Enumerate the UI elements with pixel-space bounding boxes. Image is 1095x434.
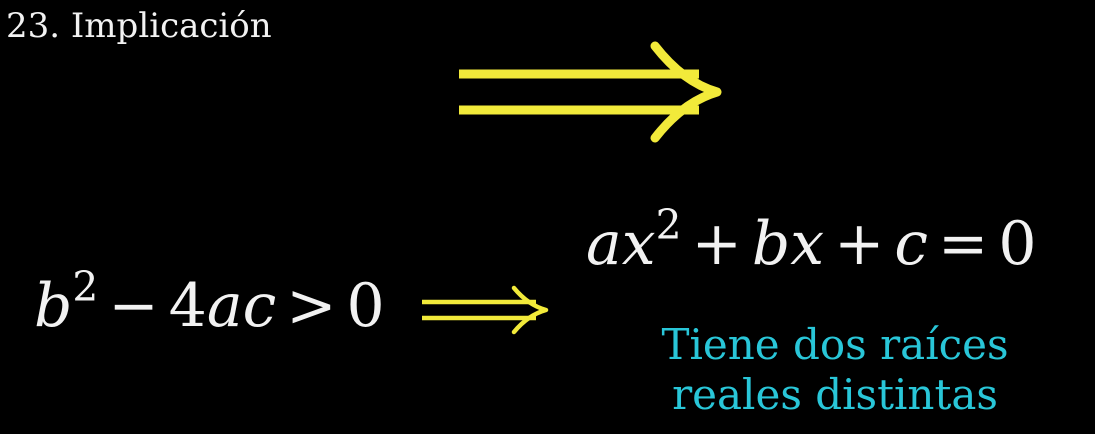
rhs-b: b: [751, 209, 791, 279]
rhs-plus1: +: [691, 209, 742, 279]
rhs-exponent: 2: [655, 200, 682, 249]
quadratic-equation: ax2 + bx + c = 0: [586, 201, 1037, 286]
lhs-minus: −: [108, 271, 159, 341]
lhs-exponent: 2: [72, 262, 99, 311]
lhs-term: 4ac: [168, 271, 277, 341]
rhs-equals: =: [938, 209, 989, 279]
small-implies-arrow-icon: [422, 285, 549, 335]
rhs-plus2: +: [834, 209, 885, 279]
lhs-value: 0: [346, 271, 385, 341]
caption-line-2: reales distintas: [672, 370, 998, 419]
conclusion-caption: Tiene dos raíces reales distintas: [600, 320, 1070, 420]
lhs-relation: >: [286, 271, 337, 341]
slide-title: 23. Implicación: [6, 6, 272, 46]
rhs-x2: x: [790, 209, 825, 279]
lhs-base: b: [34, 271, 73, 341]
big-implies-arrow-icon: [459, 41, 722, 143]
rhs-x1: x: [621, 209, 656, 279]
rhs-value: 0: [998, 209, 1037, 279]
caption-line-1: Tiene dos raíces: [661, 320, 1009, 369]
rhs-a: a: [586, 209, 622, 279]
discriminant-inequality: b2−4ac >0: [34, 263, 385, 348]
rhs-c: c: [894, 209, 929, 279]
